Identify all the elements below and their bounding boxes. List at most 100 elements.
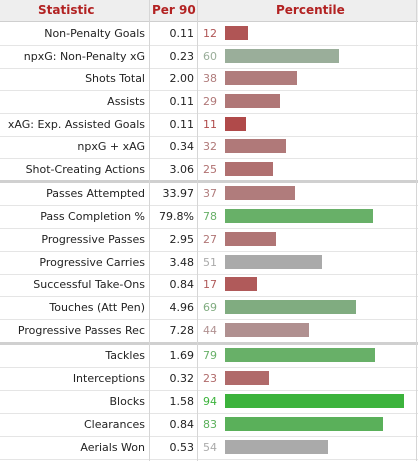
percentile-bar (225, 94, 280, 108)
header-statistic[interactable]: Statistic (38, 3, 95, 17)
per90-value: 2.95 (169, 233, 195, 246)
table-row: xAG: Exp. Assisted Goals 0.11 11 (0, 113, 418, 137)
per90-value: 7.28 (169, 324, 195, 337)
percentile-bar (225, 440, 328, 454)
percentile-bar (225, 26, 248, 40)
percentile-value: 51 (203, 256, 217, 269)
column-divider (416, 0, 417, 461)
per90-value: 33.97 (162, 187, 195, 200)
stat-name[interactable]: Assists (107, 95, 145, 108)
stat-name[interactable]: Non-Penalty Goals (44, 27, 145, 40)
table-header: Statistic Per 90 Percentile (0, 0, 418, 22)
header-per90[interactable]: Per 90 (152, 3, 196, 17)
percentile-bar (225, 417, 383, 431)
per90-value: 0.32 (169, 372, 195, 385)
table-row: Interceptions 0.32 23 (0, 367, 418, 391)
percentile-bar (225, 255, 322, 269)
stat-name[interactable]: Progressive Passes Rec (17, 324, 145, 337)
per90-value: 79.8% (159, 210, 194, 223)
stat-name[interactable]: Pass Completion % (40, 210, 145, 223)
group-separator (0, 180, 418, 183)
per90-value: 3.48 (169, 256, 195, 269)
stat-name[interactable]: Tackles (105, 349, 145, 362)
percentile-bar (225, 49, 339, 63)
table-row: Shot-Creating Actions 3.06 25 (0, 158, 418, 182)
per90-value: 1.58 (169, 395, 195, 408)
percentile-bar (225, 323, 309, 337)
stat-name[interactable]: Touches (Att Pen) (49, 301, 145, 314)
stat-name[interactable]: Clearances (83, 418, 145, 431)
header-percentile[interactable]: Percentile (276, 3, 345, 17)
percentile-value: 78 (203, 210, 217, 223)
percentile-value: 17 (203, 278, 217, 291)
stat-name[interactable]: Progressive Passes (41, 233, 145, 246)
percentile-bar (225, 71, 297, 85)
group-separator (0, 342, 418, 345)
percentile-bar (225, 232, 276, 246)
per90-value: 3.06 (169, 163, 195, 176)
percentile-value: 11 (203, 118, 217, 131)
percentile-value: 37 (203, 187, 217, 200)
percentile-value: 38 (203, 72, 217, 85)
per90-value: 4.96 (169, 301, 195, 314)
per90-value: 0.11 (169, 27, 195, 40)
percentile-bar (225, 186, 295, 200)
table-row: Non-Penalty Goals 0.11 12 (0, 22, 418, 46)
per90-value: 0.23 (169, 50, 195, 63)
percentile-bar (225, 162, 273, 176)
percentile-bar (225, 371, 269, 385)
table-row: Progressive Passes 2.95 27 (0, 228, 418, 252)
stat-name[interactable]: Blocks (109, 395, 145, 408)
percentile-value: 23 (203, 372, 217, 385)
percentile-value: 27 (203, 233, 217, 246)
percentile-value: 79 (203, 349, 217, 362)
percentile-value: 32 (203, 140, 217, 153)
stat-name[interactable]: npxG: Non-Penalty xG (23, 50, 145, 63)
stat-name[interactable]: xAG: Exp. Assisted Goals (7, 118, 145, 131)
per90-value: 1.69 (169, 349, 195, 362)
table-row: npxG: Non-Penalty xG 0.23 60 (0, 45, 418, 69)
percentile-bar (225, 209, 373, 223)
per90-value: 0.11 (169, 118, 195, 131)
per90-value: 0.84 (169, 278, 195, 291)
percentile-value: 29 (203, 95, 217, 108)
column-divider (149, 0, 150, 461)
column-divider (197, 0, 198, 461)
percentile-value: 83 (203, 418, 217, 431)
per90-value: 0.34 (169, 140, 195, 153)
percentile-bar (225, 277, 257, 291)
stat-name[interactable]: Shots Total (85, 72, 145, 85)
table-row: Aerials Won 0.53 54 (0, 436, 418, 460)
percentile-value: 60 (203, 50, 217, 63)
stat-name[interactable]: Shot-Creating Actions (25, 163, 145, 176)
table-row: Passes Attempted 33.97 37 (0, 182, 418, 206)
percentile-value: 44 (203, 324, 217, 337)
percentile-bar (225, 394, 404, 408)
per90-value: 0.84 (169, 418, 195, 431)
stat-name[interactable]: Passes Attempted (46, 187, 145, 200)
percentile-value: 25 (203, 163, 217, 176)
table-row: Clearances 0.84 83 (0, 413, 418, 437)
table-row: Successful Take-Ons 0.84 17 (0, 273, 418, 297)
table-row: Progressive Passes Rec 7.28 44 (0, 319, 418, 343)
stat-name[interactable]: Interceptions (72, 372, 145, 385)
stat-name[interactable]: Aerials Won (80, 441, 145, 454)
table-row: Touches (Att Pen) 4.96 69 (0, 296, 418, 320)
percentile-bar (225, 348, 375, 362)
per90-value: 0.11 (169, 95, 195, 108)
table-row: Tackles 1.69 79 (0, 344, 418, 368)
percentile-value: 94 (203, 395, 217, 408)
table-row: Blocks 1.58 94 (0, 390, 418, 414)
stat-name[interactable]: npxG + xAG (77, 140, 145, 153)
percentile-value: 69 (203, 301, 217, 314)
table-row: npxG + xAG 0.34 32 (0, 135, 418, 159)
percentile-bar (225, 117, 246, 131)
per90-value: 2.00 (169, 72, 195, 85)
table-row: Pass Completion % 79.8% 78 (0, 205, 418, 229)
percentile-value: 54 (203, 441, 217, 454)
per90-value: 0.53 (169, 441, 195, 454)
stat-name[interactable]: Successful Take-Ons (33, 278, 145, 291)
stat-name[interactable]: Progressive Carries (39, 256, 145, 269)
percentile-bar (225, 300, 356, 314)
table-row: Assists 0.11 29 (0, 90, 418, 114)
